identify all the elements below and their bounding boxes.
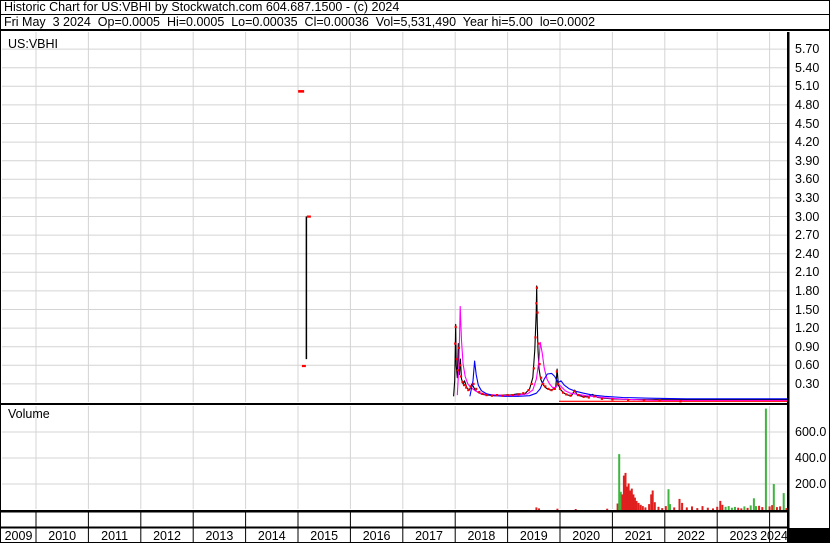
price-axis-label: 3.60 [795, 172, 820, 187]
price-axis-label: 1.80 [795, 283, 820, 298]
volume-axis-label: 600.0 [795, 425, 827, 439]
price-axis-label: 4.20 [795, 135, 820, 150]
price-axis-label: 2.70 [795, 228, 820, 243]
year-label: 2021 [624, 529, 653, 543]
price-axis-label: 4.50 [795, 116, 820, 131]
year-label: 2020 [572, 529, 601, 543]
price-axis-label: 0.90 [795, 339, 820, 354]
year-label: 2022 [677, 529, 705, 543]
year-label: 2010 [48, 529, 77, 543]
volume-axis-label: 400.0 [795, 451, 827, 465]
year-label: 2012 [153, 529, 181, 543]
chart-title: Historic Chart for US:VBHI by Stockwatch… [1, 1, 829, 15]
year-label: 2014 [257, 529, 286, 543]
year-label: 2019 [519, 529, 548, 543]
price-axis-label: 3.90 [795, 153, 820, 168]
price-axis-label: 0.30 [795, 376, 820, 391]
price-axis-label: 1.50 [795, 302, 820, 317]
price-axis-label: 3.30 [795, 190, 820, 205]
price-axis-label: 5.40 [795, 60, 820, 75]
price-axis-label: 2.10 [795, 265, 820, 280]
price-axis-label: 3.00 [795, 209, 820, 224]
year-label: 2018 [467, 529, 496, 543]
volume-panel-label: Volume [8, 407, 50, 421]
year-label: 2017 [415, 529, 443, 543]
year-label: 2016 [362, 529, 391, 543]
price-axis-label: 5.70 [795, 42, 820, 57]
price-axis-label: 0.60 [795, 358, 820, 373]
year-label: 2024 [760, 529, 788, 543]
year-label: 2023 [729, 529, 758, 543]
price-axis-label: 5.10 [795, 79, 820, 94]
year-label: 2009 [4, 529, 33, 543]
year-label: 2011 [101, 529, 129, 543]
quote-summary-line: Fri May 3 2024 Op=0.0005 Hi=0.0005 Lo=0.… [4, 15, 596, 29]
price-axis-label: 2.40 [795, 246, 820, 261]
header: Historic Chart for US:VBHI by Stockwatch… [1, 1, 829, 31]
price-axis-label: 1.20 [795, 321, 820, 336]
volume-axis-label: 200.0 [795, 477, 827, 491]
symbol-label: US:VBHI [8, 37, 59, 51]
year-label: 2015 [310, 529, 339, 543]
year-label: 2013 [205, 529, 234, 543]
price-axis-label: 4.80 [795, 97, 820, 112]
